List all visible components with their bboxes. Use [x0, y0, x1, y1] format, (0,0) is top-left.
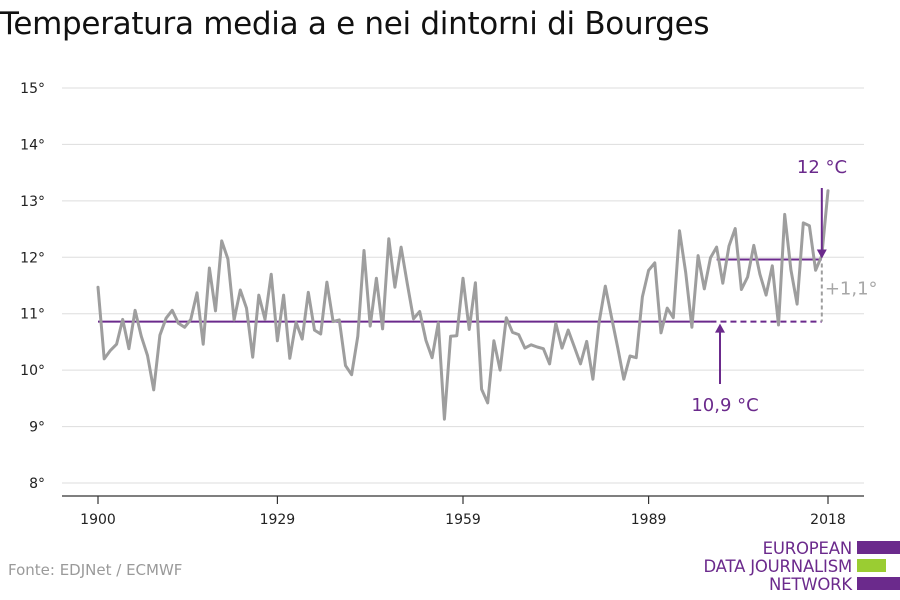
y-tick-label-12: 12°: [20, 250, 45, 266]
source-note: Fonte: EDJNet / ECMWF: [8, 561, 183, 579]
chart-title: Temperatura media a e nei dintorni di Bo…: [0, 6, 710, 42]
x-tick-label-2018: 2018: [810, 512, 846, 528]
x-axis: 1900 1929 1959 1989 2018: [62, 495, 864, 528]
x-tick-label-1929: 1929: [260, 512, 296, 528]
y-tick-label-13: 13°: [20, 194, 45, 210]
series-group: [96, 189, 830, 421]
x-tick-label-1989: 1989: [631, 512, 667, 528]
recent-mean-label: 12 °C: [797, 157, 847, 178]
baseline-mean-label: 10,9 °C: [691, 395, 758, 416]
y-tick-label-11: 11°: [20, 307, 45, 323]
baseline-mean-arrowhead: [715, 323, 725, 333]
recent-mean-arrowhead: [816, 249, 827, 259]
y-axis-tick-labels: 8° 9° 10° 11° 12° 13° 14° 15°: [20, 81, 45, 492]
annotations: +1,1° 12 °C 10,9 °C: [691, 157, 877, 416]
y-tick-label-8: 8°: [29, 476, 45, 492]
temperature-series-line: [96, 189, 830, 421]
y-tick-label-15: 15°: [20, 81, 45, 97]
x-tick-label-1900: 1900: [80, 512, 116, 528]
difference-label: +1,1°: [825, 279, 878, 300]
grid-lines: [62, 87, 864, 484]
y-tick-label-10: 10°: [20, 363, 45, 379]
y-tick-label-14: 14°: [20, 137, 45, 153]
x-tick-label-1959: 1959: [445, 512, 481, 528]
y-tick-label-9: 9°: [29, 420, 45, 436]
